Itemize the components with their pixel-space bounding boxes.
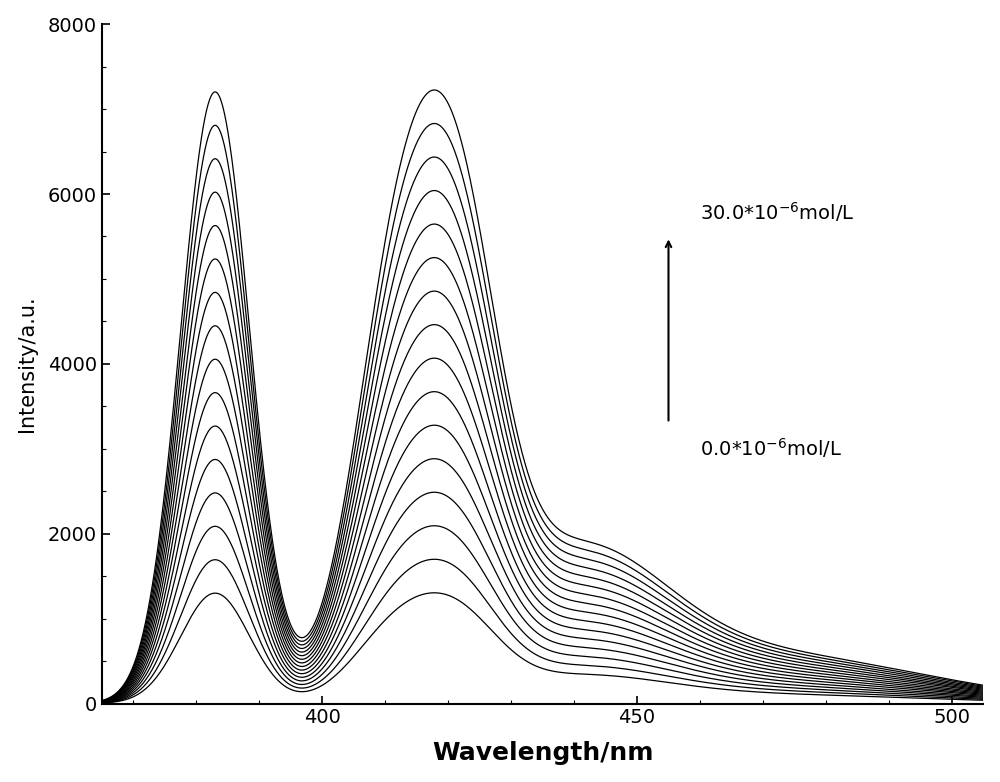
X-axis label: Wavelength/nm: Wavelength/nm	[432, 741, 653, 766]
Text: 30.0*10$^{-6}$mol/L: 30.0*10$^{-6}$mol/L	[700, 200, 854, 224]
Y-axis label: Intensity/a.u.: Intensity/a.u.	[17, 296, 37, 432]
Text: 0.0*10$^{-6}$mol/L: 0.0*10$^{-6}$mol/L	[700, 436, 842, 460]
